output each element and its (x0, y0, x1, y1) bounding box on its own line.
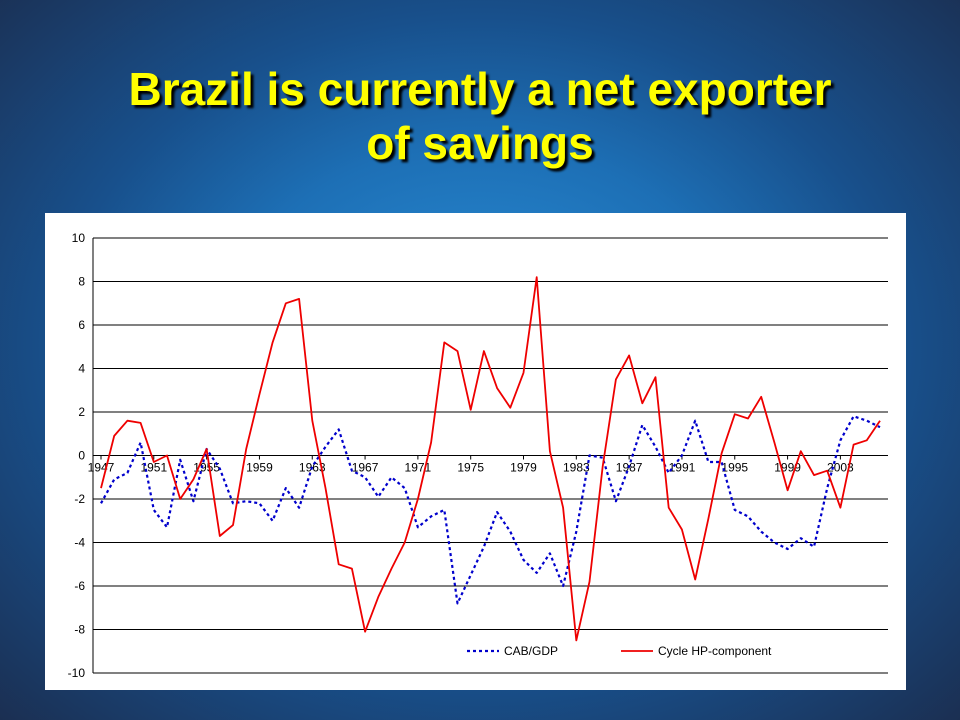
x-tick-label: 1959 (246, 461, 273, 475)
x-tick-label: 1967 (352, 461, 379, 475)
y-tick-label: -10 (68, 666, 86, 680)
slide-title: Brazil is currently a net exporter of sa… (0, 62, 960, 170)
legend: CAB/GDP Cycle HP-component (467, 644, 772, 658)
y-tick-label: -2 (74, 492, 85, 506)
x-tick-label: 1979 (510, 461, 537, 475)
series-line-cycle-hp-component (100, 276, 881, 642)
y-axis-tick-labels: 10 8 6 4 2 0 -2 -4 -6 -8 -10 (68, 231, 86, 680)
x-tick-label: 1995 (721, 461, 748, 475)
y-tick-label: 10 (72, 231, 86, 245)
y-tick-label: 0 (78, 449, 85, 463)
y-tick-label: 4 (78, 362, 85, 376)
x-tick-label: 1971 (405, 461, 432, 475)
y-tick-label: -8 (74, 623, 85, 637)
x-tick-label: 1991 (669, 461, 696, 475)
y-tick-label: 8 (78, 275, 85, 289)
x-tick-label: 1975 (457, 461, 484, 475)
legend-label: Cycle HP-component (658, 644, 772, 658)
chart-panel: 10 8 6 4 2 0 -2 -4 -6 -8 -10 1947 1951 1955 1959 1963 1… (45, 213, 906, 690)
x-tick-label: 1983 (563, 461, 590, 475)
legend-label: CAB/GDP (504, 644, 558, 658)
y-tick-label: -4 (74, 536, 85, 550)
slide-title-line-2: of savings (366, 117, 594, 169)
y-tick-label: 2 (78, 405, 85, 419)
series-lines (100, 276, 881, 642)
y-tick-label: -6 (74, 579, 85, 593)
series-line-cab-gdp (100, 415, 881, 605)
y-tick-label: 6 (78, 318, 85, 332)
x-tick-label: 1947 (88, 461, 115, 475)
slide-title-line-1: Brazil is currently a net exporter (128, 63, 832, 115)
